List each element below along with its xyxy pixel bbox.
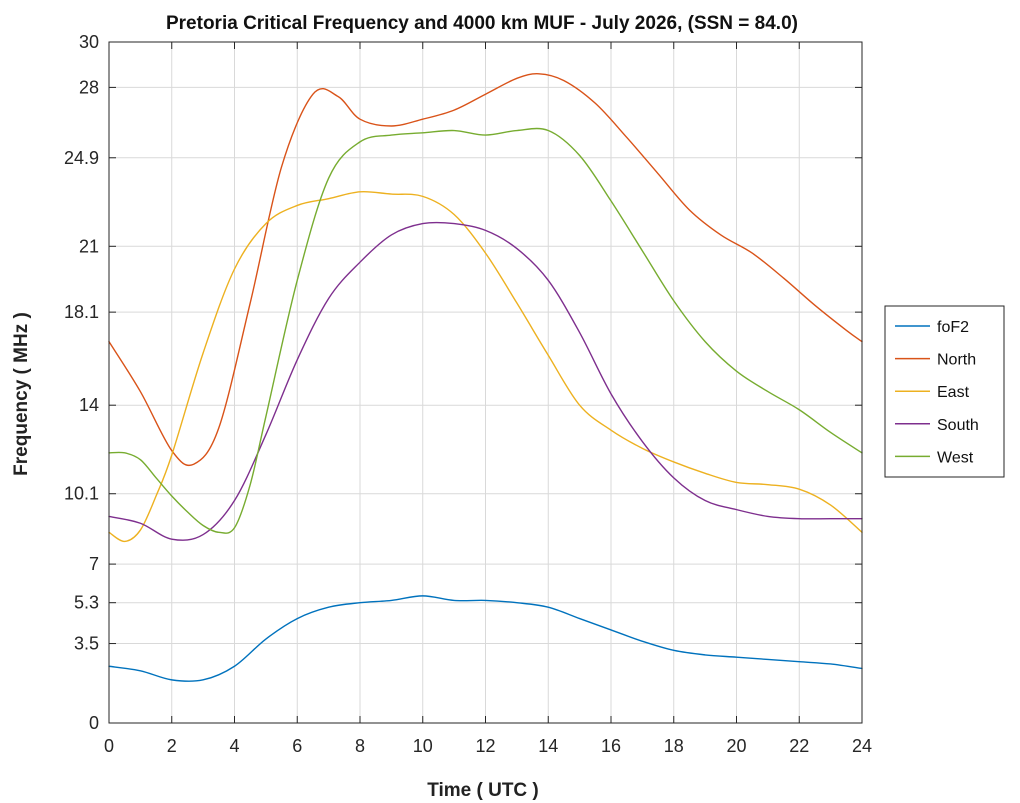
series-line-south <box>108 221 863 541</box>
y-tick-label: 18.1 <box>64 302 99 322</box>
legend-label-fof2: foF2 <box>937 319 969 336</box>
legend-label-north: North <box>937 352 976 369</box>
ticks: 0 2 4 6 8 10 12 14 16 18 20 22 2403.55.3710.11418.12… <box>64 32 872 756</box>
x-tick-label: 10 <box>413 736 433 756</box>
x-tick-label: 18 <box>664 736 684 756</box>
x-axis-label: Time ( UTC ) <box>427 780 539 801</box>
x-tick-label: 6 <box>292 736 302 756</box>
x-tick-label: 16 <box>601 736 621 756</box>
y-axis-label: Frequency ( MHz ) <box>11 312 32 476</box>
legend-label-east: East <box>937 384 970 401</box>
series-layer <box>108 73 863 682</box>
series-line-north <box>108 73 863 467</box>
y-tick-label: 10.1 <box>64 484 99 504</box>
y-tick-label: 7 <box>89 554 99 574</box>
x-tick-label: 24 <box>852 736 872 756</box>
y-tick-label: 21 <box>79 236 99 256</box>
chart-title: Pretoria Critical Frequency and 4000 km … <box>166 13 798 34</box>
y-tick-label: 30 <box>79 32 99 52</box>
y-tick-label: 5.3 <box>74 593 99 613</box>
x-tick-label: 8 <box>355 736 365 756</box>
y-tick-label: 24.9 <box>64 148 99 168</box>
x-tick-label: 12 <box>475 736 495 756</box>
series-line-east <box>108 190 863 543</box>
x-tick-label: 14 <box>538 736 558 756</box>
y-tick-label: 3.5 <box>74 634 99 654</box>
series-line-west <box>108 127 863 534</box>
legend-label-south: South <box>937 417 979 434</box>
legend: foF2 North East South West <box>884 305 1005 478</box>
x-tick-label: 22 <box>789 736 809 756</box>
x-tick-label: 20 <box>726 736 746 756</box>
x-tick-label: 2 <box>167 736 177 756</box>
y-tick-label: 0 <box>89 713 99 733</box>
x-tick-label: 0 <box>104 736 114 756</box>
legend-label-west: West <box>937 449 974 466</box>
x-tick-label: 4 <box>229 736 239 756</box>
y-tick-label: 28 <box>79 77 99 97</box>
y-tick-label: 14 <box>79 395 99 415</box>
series-line-fof2 <box>108 595 863 682</box>
